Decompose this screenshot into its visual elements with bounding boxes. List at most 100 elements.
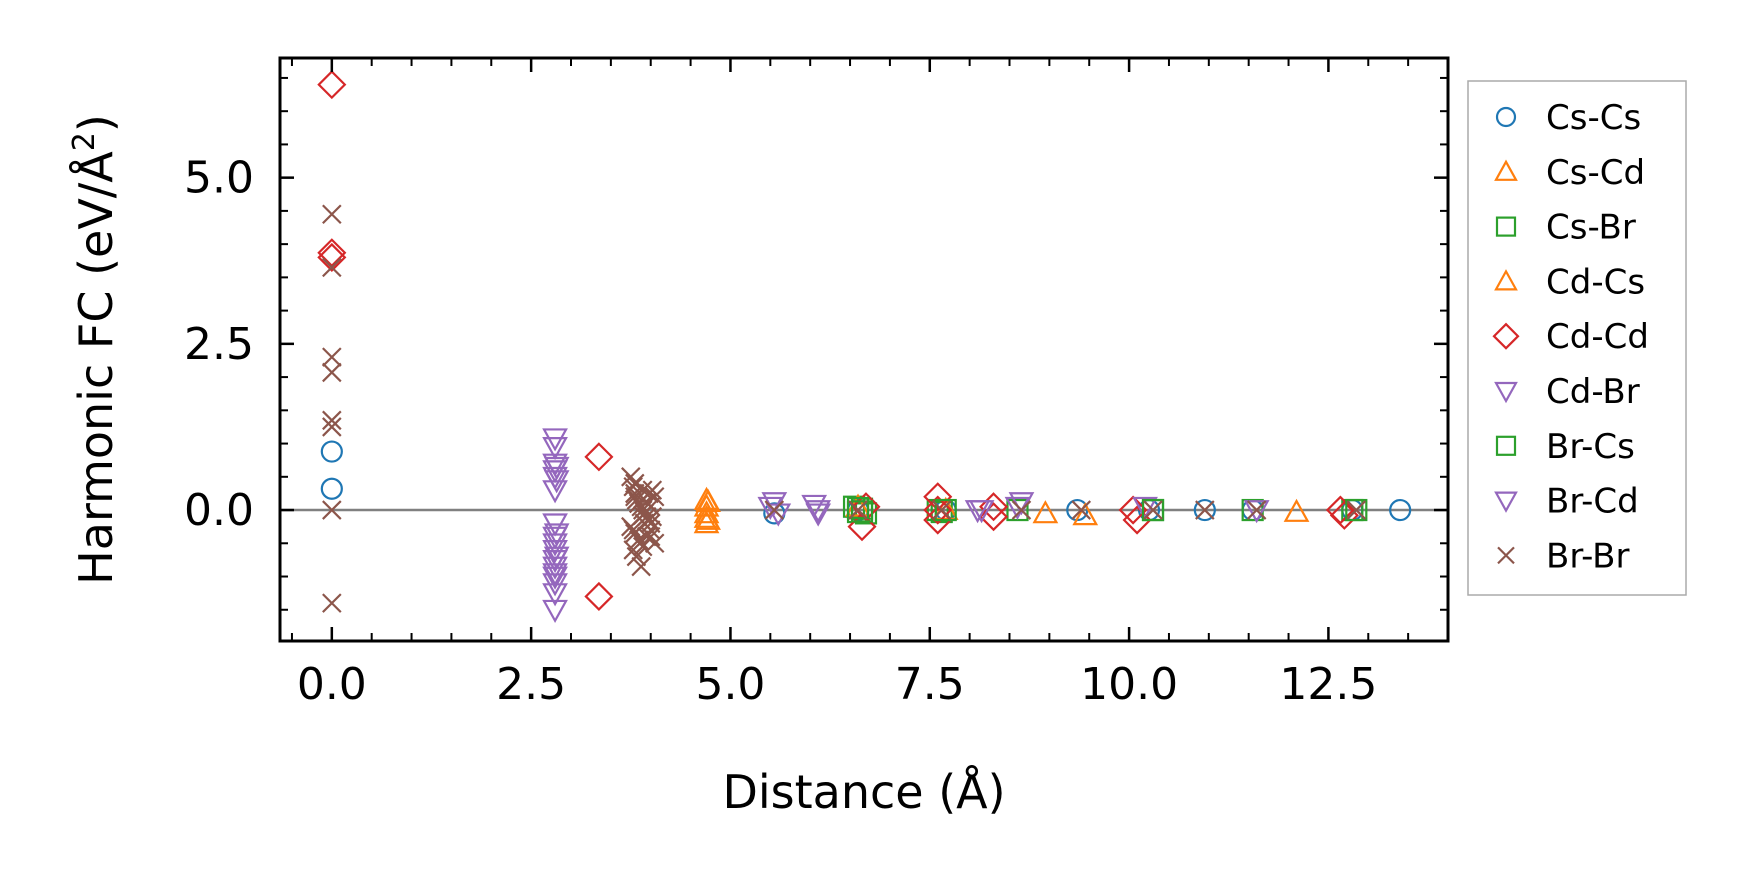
legend-marker-cd-cd (1492, 322, 1520, 350)
point-br-br (931, 500, 952, 520)
point-br-br (623, 520, 643, 540)
point-br-cd (964, 500, 991, 524)
x-tick-label: 10.0 (1080, 659, 1178, 710)
point-br-br (644, 533, 665, 554)
x-tick-label: 5.0 (695, 659, 765, 710)
point-br-cs (934, 498, 957, 522)
legend-marker-cd-cs (1494, 269, 1518, 291)
series-layer (317, 70, 1412, 624)
y-tick-label: 0.0 (184, 485, 254, 536)
point-cd-cd (317, 70, 347, 100)
legend-item-cs-cs: Cs-Cs (1495, 98, 1641, 138)
series-cd-cd (317, 70, 1359, 612)
point-cd-br (805, 503, 832, 527)
point-br-br (640, 526, 661, 547)
point-br-br (1143, 500, 1163, 520)
point-cd-cd (979, 502, 1009, 532)
point-br-br (1246, 500, 1267, 520)
point-br-br (764, 500, 785, 520)
y-axis-title: Harmonic FC (eV/Å2) (67, 114, 123, 585)
y-axis-title-sup: 2 (67, 132, 102, 151)
point-cd-br (542, 533, 568, 557)
point-br-br (1011, 500, 1032, 520)
legend-marker-br-cs (1495, 435, 1517, 456)
point-cs-cd (1072, 502, 1099, 526)
legend-label: Br-Cs (1546, 427, 1635, 467)
point-br-br (642, 506, 663, 527)
legend-item-br-br: Br-Br (1497, 536, 1630, 576)
axes-frame (278, 56, 1450, 643)
point-br-br (322, 204, 342, 224)
legend-marker-cs-br (1495, 216, 1517, 237)
point-cs-cs (320, 440, 343, 463)
point-br-br (1346, 500, 1367, 520)
legend-label: Cs-Cd (1546, 153, 1645, 193)
legend-items: Cs-Cs Cs-Cd Cs-Br Cd-Cs Cd-Cd Cd-Br Br-Cs Br-Cd… (1492, 98, 1649, 576)
point-cd-br (1243, 500, 1270, 524)
point-cd-cd (979, 492, 1009, 522)
point-br-br (631, 556, 651, 577)
point-br-br (639, 483, 659, 504)
point-cs-br (1006, 498, 1029, 522)
point-cd-br (542, 480, 568, 504)
point-cd-cd (317, 242, 347, 272)
series-br-br (322, 204, 1367, 613)
point-br-br (632, 480, 653, 500)
point-br-br (1195, 500, 1215, 520)
x-tick-label: 12.5 (1279, 659, 1377, 710)
legend-item-cd-cd: Cd-Cd (1492, 317, 1649, 357)
legend-label: Br-Cd (1546, 482, 1639, 522)
point-br-br (322, 347, 342, 367)
legend-item-cd-br: Cd-Br (1494, 372, 1640, 412)
legend-label: Cs-Br (1546, 208, 1636, 248)
point-cd-cd (1118, 495, 1148, 525)
point-cd-cs (695, 506, 722, 530)
legend-label: Cd-Cd (1546, 317, 1649, 357)
point-br-br (848, 500, 868, 520)
point-cs-cd (1283, 498, 1310, 522)
point-cd-cd (317, 238, 347, 268)
point-br-cd (543, 546, 570, 570)
legend-item-br-cs: Br-Cs (1495, 427, 1635, 467)
point-cd-cd (1329, 500, 1359, 530)
point-br-br (322, 410, 342, 431)
point-br-cs (846, 496, 870, 520)
point-cs-cd (693, 500, 720, 524)
point-br-cd (543, 523, 570, 547)
legend-item-cs-br: Cs-Br (1495, 208, 1636, 248)
legend-marker-cs-cd (1494, 159, 1518, 181)
ticks-layer: 0.0 2.5 5.0 7.5 10.0 12.5 0.0 2.5 5.0 (184, 58, 1449, 710)
point-cd-cd (584, 442, 614, 472)
legend-label: Cs-Cs (1546, 98, 1641, 138)
point-br-cd (543, 470, 570, 494)
point-br-br (626, 546, 647, 567)
point-br-cs (1141, 498, 1165, 522)
point-cs-cs (1389, 498, 1412, 522)
point-cd-br (542, 526, 568, 550)
legend-label: Cd-Cs (1546, 262, 1645, 302)
point-cd-cd (923, 482, 953, 512)
point-br-br (623, 540, 643, 560)
point-br-br (322, 500, 342, 520)
x-axis-title: Distance (Å) (722, 765, 1005, 819)
legend-item-cs-cd: Cs-Cd (1494, 153, 1645, 193)
y-axis-title-close: ) (69, 114, 123, 132)
point-br-br (322, 362, 342, 383)
x-tick-label: 2.5 (496, 659, 566, 710)
point-cs-cs (320, 477, 343, 500)
x-tick-label: 0.0 (297, 659, 367, 710)
point-cd-cd (584, 581, 614, 612)
y-tick-label: 5.0 (184, 153, 254, 204)
y-tick-label: 2.5 (184, 319, 254, 370)
point-br-cs (1345, 498, 1368, 522)
point-br-cs (850, 500, 874, 523)
legend-item-br-cd: Br-Cd (1494, 482, 1639, 522)
x-tick-label: 7.5 (895, 659, 965, 710)
point-cd-br (542, 428, 568, 452)
point-br-cd (805, 500, 832, 524)
plot-area: 0.0 2.5 5.0 7.5 10.0 12.5 0.0 2.5 5.0 (184, 56, 1450, 710)
legend-marker-cs-cs (1495, 106, 1517, 128)
point-cd-br (542, 599, 568, 624)
legend-marker-cd-br (1494, 381, 1518, 404)
